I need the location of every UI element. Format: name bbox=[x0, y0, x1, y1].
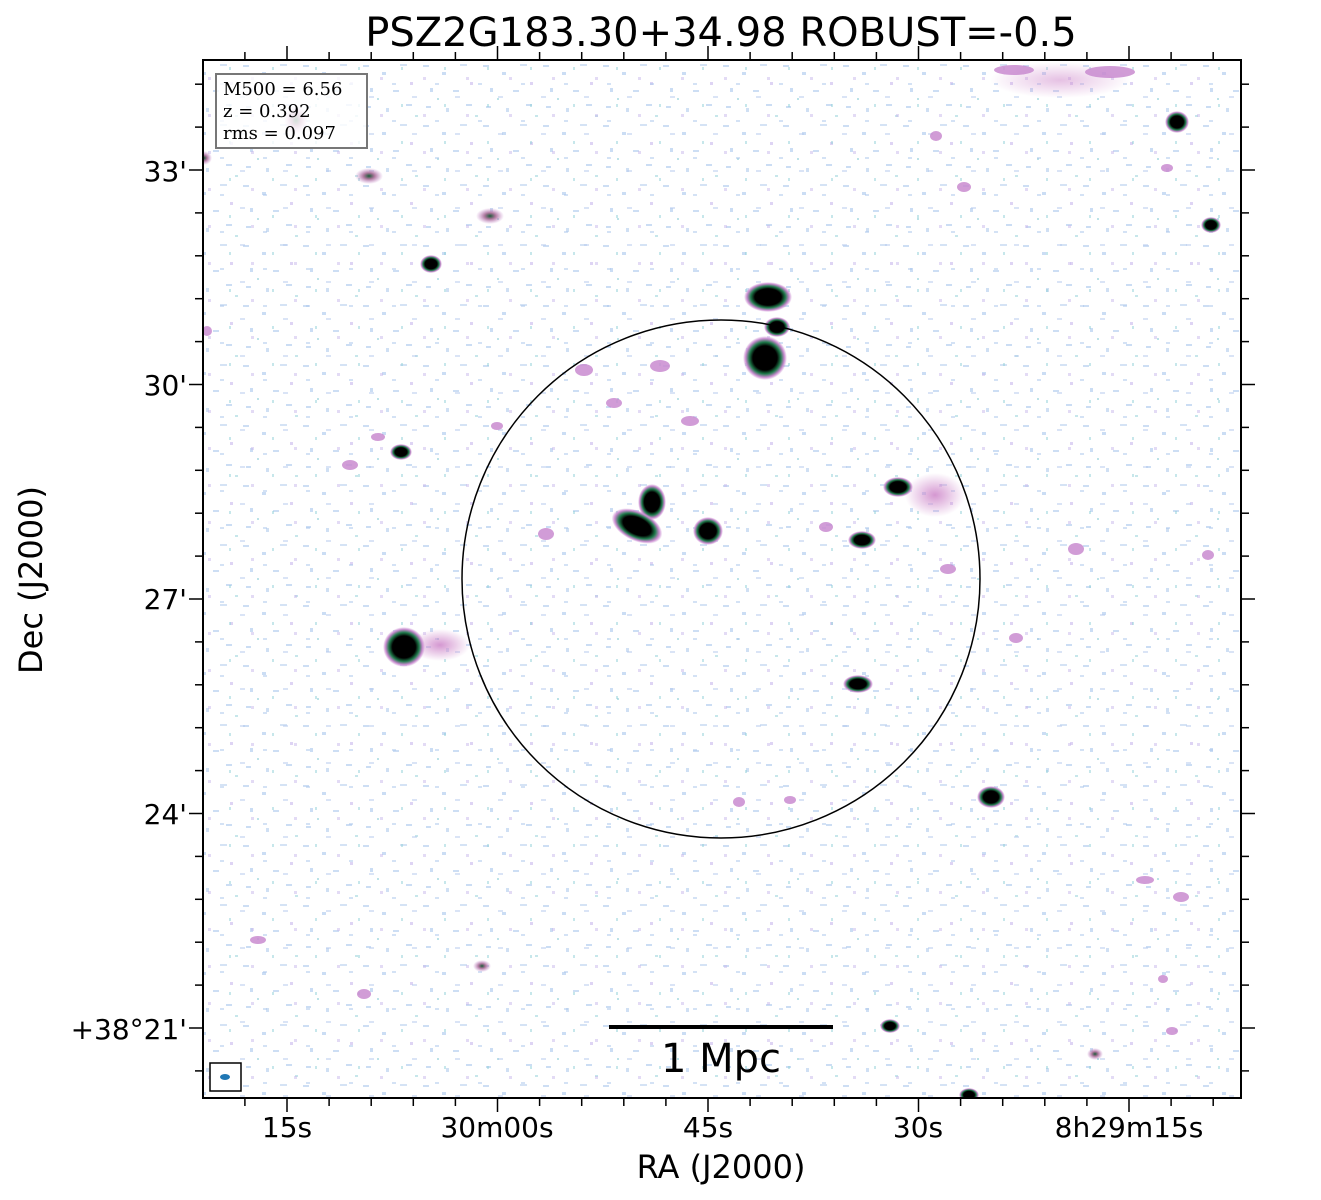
beam-indicator bbox=[209, 1062, 242, 1092]
x-tick-label: 30s bbox=[893, 1111, 943, 1144]
plot-frame bbox=[202, 59, 1242, 1099]
y-tick-labels: 33' 30' 27' 24' +38°21' bbox=[71, 155, 187, 1046]
faint-sources bbox=[203, 65, 1214, 1035]
y-tick-label: 33' bbox=[144, 155, 187, 188]
x-axis-label: RA (J2000) bbox=[637, 1148, 806, 1186]
axis-ticks bbox=[189, 46, 1255, 1112]
info-rms: rms = 0.097 bbox=[223, 123, 336, 144]
y-tick-label: 27' bbox=[144, 583, 187, 616]
info-box: M500 = 6.56 z = 0.392 rms = 0.097 bbox=[215, 73, 368, 149]
scale-bar: 1 Mpc bbox=[609, 1025, 833, 1082]
y-axis-label: Dec (J2000) bbox=[12, 486, 50, 674]
info-mass: M500 = 6.56 bbox=[223, 79, 342, 100]
y-tick-label: 24' bbox=[144, 798, 187, 831]
x-tick-labels: 15s 30m00s 45s 30s 8h29m15s bbox=[262, 1111, 1203, 1144]
plot-title: PSZ2G183.30+34.98 ROBUST=-0.5 bbox=[365, 10, 1076, 56]
image-area bbox=[203, 60, 1241, 1098]
y-tick-label: 30' bbox=[144, 369, 187, 402]
y-tick-label: +38°21' bbox=[71, 1013, 187, 1046]
scale-bar-label: 1 Mpc bbox=[661, 1036, 781, 1082]
x-tick-label: 8h29m15s bbox=[1055, 1111, 1204, 1144]
info-redshift: z = 0.392 bbox=[223, 101, 311, 122]
x-tick-label: 30m00s bbox=[440, 1111, 553, 1144]
r500-circle bbox=[461, 319, 981, 839]
x-tick-label: 15s bbox=[262, 1111, 312, 1144]
x-tick-label: 45s bbox=[683, 1111, 733, 1144]
bright-sources bbox=[203, 106, 1221, 1098]
